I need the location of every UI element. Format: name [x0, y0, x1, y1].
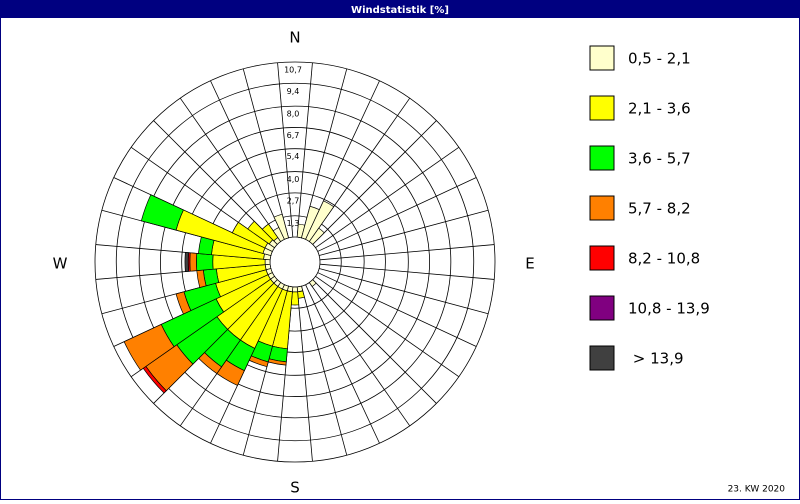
spoke: [319, 209, 489, 256]
legend-swatch: [589, 245, 615, 271]
ring-label: 8,0: [287, 110, 300, 119]
petal-segment: [261, 223, 279, 242]
legend-label: 5,7 - 8,2: [628, 200, 691, 218]
spoke: [277, 62, 294, 238]
petal-segment: [196, 253, 214, 271]
chart-title: Windstatistik [%]: [351, 5, 449, 16]
legend-label: 10,8 - 13,9: [628, 300, 710, 318]
legend-label: 0,5 - 2,1: [628, 50, 691, 68]
grid: [94, 61, 496, 463]
spoke: [315, 276, 460, 378]
legend-label: 8,2 - 10,8: [628, 250, 700, 268]
legend-label: > 13,9: [628, 350, 684, 368]
petal-segment: [247, 220, 274, 245]
grid-ring: [94, 61, 496, 463]
legend-swatch: [589, 195, 615, 221]
spoke: [317, 177, 477, 252]
petal-segment: [308, 279, 317, 287]
spoke: [317, 272, 477, 347]
legend-swatch: [589, 95, 615, 121]
legend-swatch: [589, 345, 615, 371]
legend-swatch: [589, 295, 615, 321]
spoke: [312, 279, 437, 404]
spoke: [242, 68, 289, 238]
spoke: [210, 80, 285, 240]
spoke: [305, 284, 380, 444]
spoke: [296, 286, 313, 462]
ring-label: 1,3: [287, 219, 300, 228]
direction-label: E: [525, 255, 534, 273]
petal-segment: [175, 291, 192, 315]
petal-segment: [140, 194, 184, 231]
legend-label: 2,1 - 3,6: [628, 100, 691, 118]
ring-label: 10,7: [284, 66, 302, 75]
petal-segment: [292, 286, 298, 293]
spoke: [301, 286, 348, 456]
legend-swatch: [589, 45, 615, 71]
direction-label: W: [53, 255, 68, 273]
spoke: [315, 146, 460, 248]
grid-ring: [138, 105, 452, 419]
spoke: [296, 62, 313, 238]
legend-label: 3,6 - 5,7: [628, 150, 691, 168]
grid-ring: [160, 127, 430, 397]
spoke: [319, 244, 495, 261]
petal-segment: [305, 200, 335, 243]
title-bar: [0, 0, 800, 18]
petal-segment: [264, 259, 271, 265]
ring-label: 5,4: [287, 152, 300, 161]
direction-label: S: [290, 479, 300, 497]
petal-segment: [184, 252, 190, 272]
direction-label: N: [289, 29, 300, 47]
petal-segment: [189, 252, 198, 272]
grid-ring: [115, 82, 475, 442]
legend-swatch: [589, 145, 615, 171]
petal-segment: [308, 227, 325, 245]
spoke: [312, 120, 437, 245]
spoke: [179, 97, 281, 242]
ring-label: 9,4: [287, 87, 300, 96]
petal-segment: [123, 323, 175, 371]
spoke: [309, 282, 411, 427]
spoke: [319, 263, 495, 280]
ring-label: 6,7: [287, 131, 300, 140]
spoke: [319, 268, 489, 315]
petal-segment: [231, 221, 269, 249]
footer: 23. KW 2020: [728, 485, 786, 495]
petal-segment: [273, 213, 289, 240]
ring-label: 2,7: [287, 196, 300, 205]
grid-ring: [181, 148, 409, 376]
ring-label: 4,0: [287, 175, 300, 184]
